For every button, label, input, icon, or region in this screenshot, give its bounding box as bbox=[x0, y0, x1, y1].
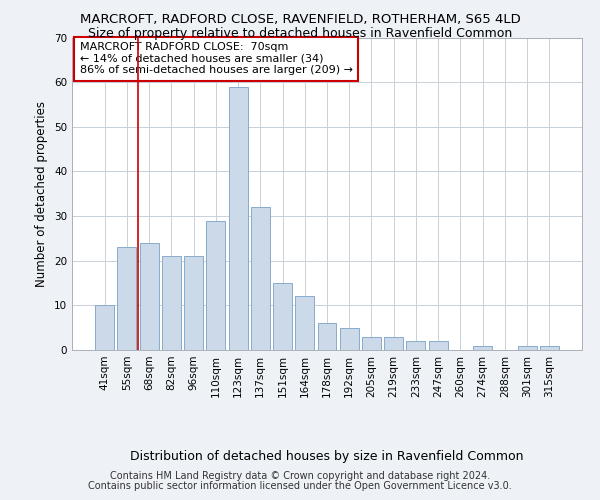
Text: MARCROFT RADFORD CLOSE:  70sqm
← 14% of detached houses are smaller (34)
86% of : MARCROFT RADFORD CLOSE: 70sqm ← 14% of d… bbox=[80, 42, 353, 76]
Bar bbox=[406, 341, 425, 350]
Bar bbox=[429, 341, 448, 350]
Bar bbox=[251, 207, 270, 350]
Bar bbox=[162, 256, 181, 350]
Bar bbox=[118, 248, 136, 350]
Bar bbox=[473, 346, 492, 350]
Bar bbox=[384, 336, 403, 350]
Bar bbox=[206, 220, 225, 350]
Bar bbox=[184, 256, 203, 350]
Bar bbox=[317, 323, 337, 350]
Bar bbox=[295, 296, 314, 350]
Bar bbox=[140, 243, 158, 350]
Bar bbox=[229, 86, 248, 350]
Text: Contains public sector information licensed under the Open Government Licence v3: Contains public sector information licen… bbox=[88, 481, 512, 491]
Bar bbox=[95, 306, 114, 350]
Text: Size of property relative to detached houses in Ravenfield Common: Size of property relative to detached ho… bbox=[88, 28, 512, 40]
Bar bbox=[340, 328, 359, 350]
Bar bbox=[362, 336, 381, 350]
Bar bbox=[518, 346, 536, 350]
X-axis label: Distribution of detached houses by size in Ravenfield Common: Distribution of detached houses by size … bbox=[130, 450, 524, 463]
Y-axis label: Number of detached properties: Number of detached properties bbox=[35, 101, 49, 287]
Text: MARCROFT, RADFORD CLOSE, RAVENFIELD, ROTHERHAM, S65 4LD: MARCROFT, RADFORD CLOSE, RAVENFIELD, ROT… bbox=[80, 12, 520, 26]
Bar bbox=[273, 283, 292, 350]
Text: Contains HM Land Registry data © Crown copyright and database right 2024.: Contains HM Land Registry data © Crown c… bbox=[110, 471, 490, 481]
Bar bbox=[540, 346, 559, 350]
